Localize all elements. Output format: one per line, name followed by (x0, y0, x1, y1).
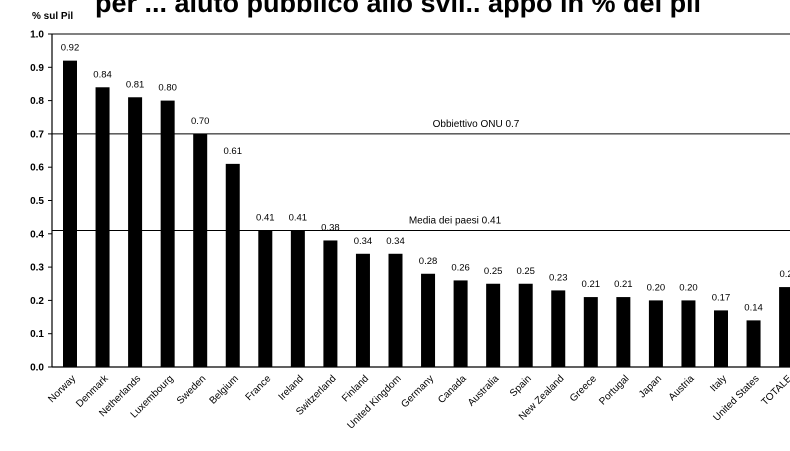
category-label: Austria (667, 373, 697, 403)
y-tick-label: 0.3 (30, 263, 44, 274)
category-label: Ireland (277, 373, 306, 402)
bar-value-label: 0.81 (126, 79, 145, 90)
category-label: Canada (436, 373, 469, 406)
bar (356, 254, 370, 367)
category-label: Italy (708, 373, 729, 394)
bar (681, 300, 695, 367)
bar-value-label: 0.84 (93, 69, 112, 80)
bar (551, 290, 565, 367)
bar (258, 230, 272, 367)
bar-value-label: 0.34 (386, 236, 405, 247)
reference-line-label: Media dei paesi 0.41 (409, 215, 502, 226)
bar (779, 287, 790, 367)
bar (454, 280, 468, 367)
bar-value-label: 0.28 (419, 256, 438, 267)
bar (128, 97, 142, 367)
y-axis-label: % sul Pil (32, 11, 73, 22)
chart-title: per ... aiuto pubblico allo svil.. appo … (95, 0, 701, 18)
category-label: Finland (340, 373, 371, 404)
bars (63, 61, 790, 367)
bar-value-label: 0.21 (614, 279, 633, 290)
bar (421, 274, 435, 367)
bar (389, 254, 403, 367)
bar-value-label: 0.61 (224, 146, 243, 157)
bar-value-label: 0.14 (744, 302, 763, 313)
bar-value-label: 0.41 (289, 212, 308, 223)
bar-value-label: 0.41 (256, 212, 275, 223)
category-label: Spain (508, 373, 534, 399)
bar-value-label: 0.23 (549, 272, 568, 283)
y-tick-label: 0.8 (30, 96, 44, 107)
bar (63, 61, 77, 367)
category-label: Norway (46, 373, 78, 405)
bar-value-label: 0.2 (779, 269, 790, 280)
bar-value-label: 0.20 (647, 282, 666, 293)
bar (193, 134, 207, 367)
bar (486, 284, 500, 367)
bar-value-label: 0.25 (516, 266, 535, 277)
bar-value-label: 0.17 (712, 292, 731, 303)
labels: 0.92Norway0.84Denmark0.81Netherlands0.80… (46, 43, 790, 432)
y-tick-label: 0.1 (30, 329, 44, 340)
bar (161, 101, 175, 367)
category-label: Japan (637, 373, 664, 400)
reference-line-label: Obbiettivo ONU 0.7 (433, 119, 520, 130)
bar-value-label: 0.25 (484, 266, 503, 277)
category-label: France (244, 373, 274, 403)
category-label: TOTALE (760, 373, 790, 408)
category-label: Australia (466, 373, 502, 409)
category-label: Portugal (597, 373, 631, 407)
y-tick-label: 0.0 (30, 363, 44, 374)
y-tick-label: 0.6 (30, 163, 44, 174)
bar-value-label: 0.38 (321, 222, 340, 233)
bar (519, 284, 533, 367)
chart-title-layer: per ... aiuto pubblico allo svil.. appo … (95, 0, 701, 18)
y-tick-label: 0.4 (30, 229, 44, 240)
y-tick-label: 0.9 (30, 63, 44, 74)
bar-value-label: 0.80 (158, 83, 177, 94)
category-label: Sweden (175, 373, 208, 406)
bar (323, 240, 337, 367)
bar (714, 310, 728, 367)
y-tick-label: 0.7 (30, 129, 44, 140)
bar (96, 87, 110, 367)
bar (584, 297, 598, 367)
bar-value-label: 0.92 (61, 43, 80, 54)
bar (747, 320, 761, 367)
y-tick-label: 1.0 (30, 30, 44, 41)
bar-value-label: 0.70 (191, 116, 210, 127)
bar (291, 230, 305, 367)
bar-value-label: 0.21 (582, 279, 601, 290)
bar (226, 164, 240, 367)
category-label: Belgium (208, 373, 241, 406)
category-label: Greece (568, 373, 599, 404)
y-tick-label: 0.2 (30, 296, 44, 307)
category-label: Germany (399, 373, 436, 410)
bar-value-label: 0.20 (679, 282, 698, 293)
bar (616, 297, 630, 367)
y-tick-label: 0.5 (30, 196, 44, 207)
bar-value-label: 0.26 (451, 262, 470, 273)
bar-value-label: 0.34 (354, 236, 373, 247)
bar (649, 300, 663, 367)
